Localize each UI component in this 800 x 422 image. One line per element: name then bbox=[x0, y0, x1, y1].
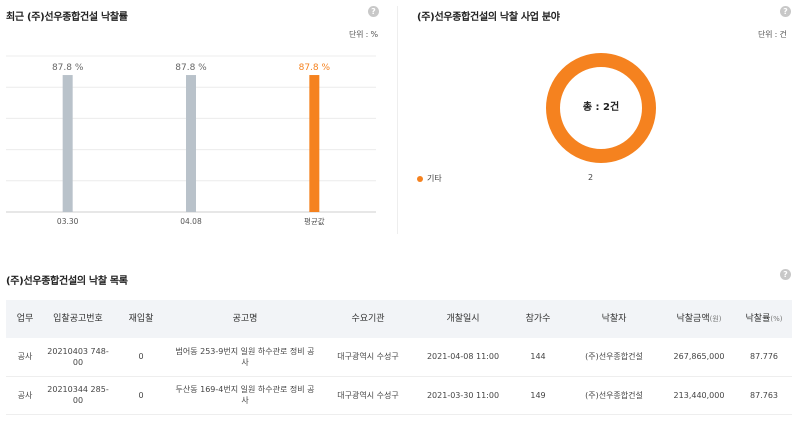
column-header-0: 업무 bbox=[6, 300, 44, 338]
table-row[interactable]: 공사 20210403 748-00 0 범어동 253-9번지 일원 하수관로 정비… bbox=[6, 338, 792, 377]
column-header-unit: (%) bbox=[770, 314, 783, 323]
business-field-help-icon[interactable]: ? bbox=[780, 6, 791, 17]
table-cell: 87.776 bbox=[736, 338, 792, 377]
business-field-unit: 단위 : 건 bbox=[758, 30, 787, 39]
table-cell: 0 bbox=[112, 376, 170, 415]
table-cell: 대구광역시 수성구 bbox=[320, 338, 416, 377]
table-cell: 2021-03-30 11:00 bbox=[416, 376, 510, 415]
legend-value-etc: 2 bbox=[588, 173, 594, 182]
table-cell: 213,440,000 bbox=[662, 376, 736, 415]
bar-2 bbox=[309, 75, 320, 212]
table-cell: 20210344 285-00 bbox=[44, 376, 112, 415]
column-header-label: 낙찰률 bbox=[745, 313, 771, 324]
table-cell: 20210403 748-00 bbox=[44, 338, 112, 377]
award-rate-bar-chart: 87.8 % 03.30 87.8 % 04.08 87.8 % 평균값 bbox=[6, 55, 376, 226]
award-list-table: 업무 입찰공고번호 재입찰 공고명 수요기관 개찰일시 참가수 낙찰자 낙찰금액(원) 낙찰률(%… bbox=[6, 300, 792, 415]
table-cell: 149 bbox=[510, 376, 566, 415]
table-row[interactable]: 공사 20210344 285-00 0 두산동 169-4번지 일원 하수관로 정비… bbox=[6, 376, 792, 415]
column-header-label: 입찰공고번호 bbox=[53, 313, 103, 324]
business-field-donut-chart bbox=[546, 53, 656, 163]
column-header-9: 낙찰률(%) bbox=[736, 300, 792, 338]
table-cell[interactable]: 범어동 253-9번지 일원 하수관로 정비 공사 bbox=[170, 338, 320, 377]
table-cell: 공사 bbox=[6, 376, 44, 415]
award-list-help-icon[interactable]: ? bbox=[780, 269, 791, 280]
bar-value-label-0: 87.8 % bbox=[52, 63, 84, 73]
column-header-2: 재입찰 bbox=[112, 300, 170, 338]
table-cell: 144 bbox=[510, 338, 566, 377]
column-header-8: 낙찰금액(원) bbox=[662, 300, 736, 338]
table-cell[interactable]: 두산동 169-4번지 일원 하수관로 정비 공사 bbox=[170, 376, 320, 415]
column-header-label: 업무 bbox=[16, 313, 34, 324]
column-header-label: 수요기관 bbox=[351, 313, 385, 324]
column-header-1: 입찰공고번호 bbox=[44, 300, 112, 338]
x-tick-label-0: 03.30 bbox=[57, 217, 79, 226]
business-field-title: (주)선우종합건설의 낙찰 사업 분야 bbox=[417, 12, 560, 23]
column-header-7: 낙찰자 bbox=[566, 300, 662, 338]
donut-total-label: 총 : 2건 bbox=[582, 102, 620, 113]
column-header-label: 개찰일시 bbox=[446, 313, 480, 324]
table-cell: 267,865,000 bbox=[662, 338, 736, 377]
column-header-label: 공고명 bbox=[232, 313, 258, 324]
column-header-label: 참가수 bbox=[525, 313, 551, 324]
legend-dot-etc bbox=[417, 176, 423, 182]
bar-value-label-1: 87.8 % bbox=[175, 63, 207, 73]
column-header-5: 개찰일시 bbox=[416, 300, 510, 338]
table-header-row: 업무 입찰공고번호 재입찰 공고명 수요기관 개찰일시 참가수 낙찰자 낙찰금액(원) 낙찰률(%… bbox=[6, 300, 792, 338]
x-tick-label-2: 평균값 bbox=[304, 216, 325, 226]
x-tick-label-1: 04.08 bbox=[180, 217, 202, 226]
table-cell: 2021-04-08 11:00 bbox=[416, 338, 510, 377]
table-cell: 87.763 bbox=[736, 376, 792, 415]
bar-1 bbox=[186, 75, 196, 212]
column-header-label: 낙찰금액 bbox=[676, 313, 710, 324]
award-rate-title: 최근 (주)선우종합건설 낙찰률 bbox=[6, 12, 128, 23]
legend-name-etc: 기타 bbox=[427, 174, 442, 183]
column-header-unit: (원) bbox=[709, 314, 722, 323]
table-cell: 공사 bbox=[6, 338, 44, 377]
column-header-6: 참가수 bbox=[510, 300, 566, 338]
table-cell: 대구광역시 수성구 bbox=[320, 376, 416, 415]
award-rate-help-icon[interactable]: ? bbox=[368, 6, 379, 17]
panel-divider bbox=[397, 6, 398, 234]
column-header-3: 공고명 bbox=[170, 300, 320, 338]
table-cell: (주)선우종합건설 bbox=[566, 376, 662, 415]
award-rate-unit: 단위 : % bbox=[349, 30, 378, 39]
column-header-label: 재입찰 bbox=[128, 313, 154, 324]
table-cell: 0 bbox=[112, 338, 170, 377]
table-cell: (주)선우종합건설 bbox=[566, 338, 662, 377]
bar-0 bbox=[62, 75, 73, 212]
donut-slice-0 bbox=[546, 53, 656, 163]
column-header-label: 낙찰자 bbox=[601, 313, 627, 324]
column-header-4: 수요기관 bbox=[320, 300, 416, 338]
award-list-title: (주)선우종합건설의 낙찰 목록 bbox=[6, 276, 128, 287]
bar-value-label-2: 87.8 % bbox=[299, 63, 331, 73]
